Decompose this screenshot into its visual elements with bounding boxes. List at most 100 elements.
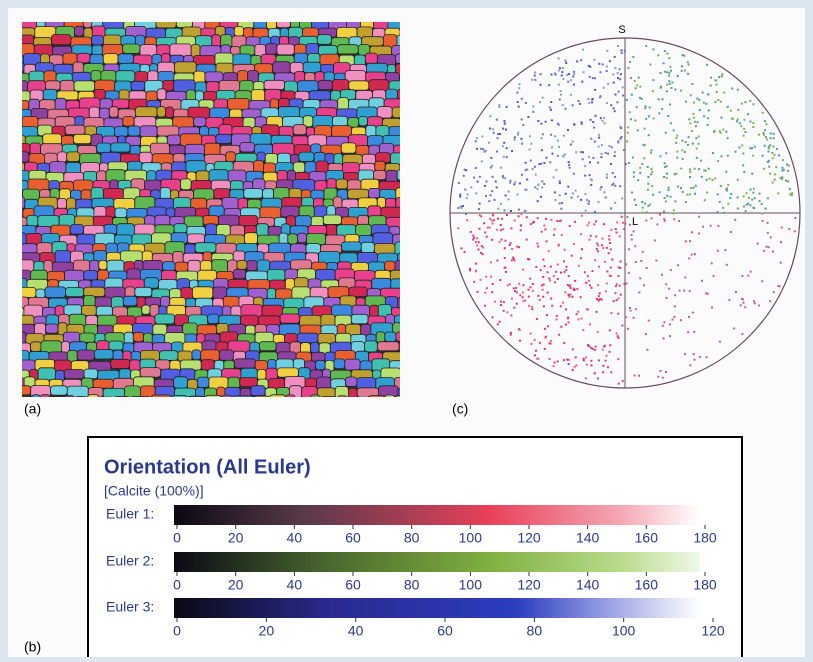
pole-point bbox=[747, 113, 749, 115]
pole-point bbox=[668, 288, 670, 290]
pole-point bbox=[692, 113, 694, 115]
pole-point bbox=[590, 184, 592, 186]
grain bbox=[36, 289, 45, 298]
grain bbox=[244, 189, 263, 199]
grain bbox=[104, 224, 117, 234]
pole-point bbox=[698, 216, 700, 218]
pole-point bbox=[525, 102, 527, 104]
pole-point bbox=[768, 151, 770, 153]
grain bbox=[77, 53, 90, 63]
grain bbox=[369, 80, 389, 91]
pole-point bbox=[688, 316, 690, 318]
pole-point bbox=[592, 157, 594, 159]
pole-point bbox=[472, 239, 474, 241]
grain bbox=[45, 287, 66, 298]
pole-point bbox=[744, 101, 746, 103]
pole-point bbox=[598, 137, 600, 139]
pole-point bbox=[634, 80, 636, 82]
pole-point bbox=[488, 200, 490, 202]
pole-point bbox=[540, 123, 542, 125]
pole-point bbox=[514, 136, 516, 138]
pole-point bbox=[560, 272, 562, 274]
pole-point bbox=[526, 216, 528, 218]
pole-point bbox=[727, 137, 729, 139]
grain bbox=[345, 359, 360, 370]
grain bbox=[219, 350, 233, 360]
pole-point bbox=[617, 77, 619, 79]
pole-point bbox=[462, 205, 464, 207]
pole-point bbox=[670, 269, 672, 271]
pole-point bbox=[544, 337, 546, 339]
pole-point bbox=[691, 231, 693, 233]
pole-point bbox=[496, 186, 498, 188]
grain bbox=[70, 225, 83, 235]
pole-point bbox=[714, 130, 716, 132]
tick-label: 60 bbox=[437, 623, 453, 639]
pole-point bbox=[563, 260, 565, 262]
pole-point bbox=[741, 333, 743, 335]
pole-point bbox=[618, 383, 620, 385]
pole-point bbox=[504, 123, 506, 125]
pole-point bbox=[498, 104, 500, 106]
grain bbox=[142, 305, 150, 314]
pole-point bbox=[697, 121, 699, 123]
pole-point bbox=[631, 94, 633, 96]
pole-point bbox=[537, 120, 539, 122]
grain bbox=[374, 170, 387, 179]
pole-point bbox=[629, 307, 631, 309]
pole-point bbox=[733, 328, 735, 330]
pole-point bbox=[717, 225, 719, 227]
pole-point bbox=[643, 284, 645, 286]
pole-point bbox=[706, 179, 708, 181]
pole-point bbox=[634, 375, 636, 377]
pole-point bbox=[780, 177, 782, 179]
pole-point bbox=[592, 121, 594, 123]
pole-point bbox=[530, 286, 532, 288]
pole-point bbox=[592, 98, 594, 100]
pole-point bbox=[625, 263, 627, 265]
grain bbox=[280, 314, 300, 323]
pole-point bbox=[597, 284, 599, 286]
pole-point bbox=[602, 238, 604, 240]
grain bbox=[157, 126, 179, 136]
grain bbox=[169, 145, 185, 154]
pole-point bbox=[624, 105, 626, 107]
pole-point bbox=[500, 167, 502, 169]
pole-point bbox=[562, 155, 564, 157]
grain bbox=[57, 152, 67, 162]
pole-point bbox=[585, 282, 587, 284]
pole-point bbox=[550, 109, 552, 111]
pole-point bbox=[673, 218, 675, 220]
pole-point bbox=[554, 135, 556, 137]
pole-point bbox=[592, 270, 594, 272]
pole-point bbox=[457, 227, 459, 229]
pole-point bbox=[740, 125, 742, 127]
pole-point bbox=[643, 144, 645, 146]
grain bbox=[376, 332, 385, 343]
pole-point bbox=[503, 310, 505, 312]
pole-point bbox=[625, 316, 627, 318]
pole-point bbox=[560, 90, 562, 92]
pole-point bbox=[500, 301, 502, 303]
pole-point bbox=[684, 151, 686, 153]
pole-point bbox=[663, 338, 665, 340]
pole-point bbox=[678, 220, 680, 222]
figure: (a) S L (c) Orientation (All Euler) [Cal… bbox=[0, 0, 813, 657]
pole-point bbox=[748, 197, 750, 199]
pole-point bbox=[668, 189, 670, 191]
pole-point bbox=[546, 157, 548, 159]
grain bbox=[175, 262, 188, 271]
pole-point bbox=[651, 168, 653, 170]
pole-point bbox=[457, 207, 459, 209]
pole-point bbox=[685, 201, 687, 203]
pole-point bbox=[599, 189, 601, 191]
grain bbox=[267, 288, 275, 299]
pole-point bbox=[604, 122, 606, 124]
pole-point bbox=[773, 137, 775, 139]
pole-point bbox=[759, 193, 761, 195]
pole-point bbox=[629, 111, 631, 113]
pole-point bbox=[739, 147, 741, 149]
pole-point bbox=[534, 354, 536, 356]
pole-point bbox=[621, 325, 623, 327]
grain bbox=[303, 62, 321, 73]
